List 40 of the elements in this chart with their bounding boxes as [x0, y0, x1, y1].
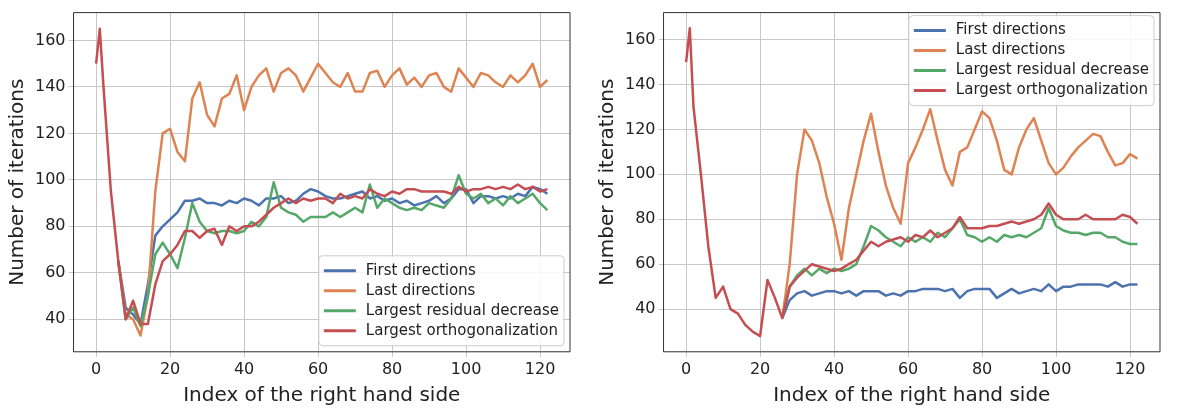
x-axis-title: Index of the right hand side	[773, 382, 1051, 407]
legend-label: Last directions	[955, 40, 1066, 59]
x-tick-label: 20	[159, 358, 181, 378]
legend-label: Last directions	[365, 280, 476, 299]
x-tick-label: 120	[1114, 358, 1146, 378]
y-tick-label: 60	[45, 261, 66, 281]
y-tick-label: 120	[34, 122, 66, 142]
x-tick-label: 80	[381, 358, 403, 378]
y-tick-label: 160	[624, 28, 656, 48]
x-tick-label: 0	[91, 358, 102, 378]
y-tick-label: 100	[34, 169, 66, 189]
x-tick-label: 40	[823, 358, 845, 378]
x-tick-label: 40	[233, 358, 255, 378]
x-tick-label: 120	[524, 358, 556, 378]
legend-label: Largest orthogonalization	[365, 320, 558, 339]
x-tick-label: 0	[681, 358, 692, 378]
y-tick-label: 140	[34, 76, 66, 96]
legend-label: First directions	[955, 20, 1066, 39]
x-tick-label: 20	[749, 358, 771, 378]
y-axis-title: Number of iterations	[4, 78, 29, 286]
legend-label: First directions	[365, 260, 476, 279]
y-tick-label: 80	[45, 215, 66, 235]
x-tick-label: 80	[971, 358, 993, 378]
y-axis-title: Number of iterations	[594, 78, 619, 286]
legend-label: Largest residual decrease	[365, 300, 559, 319]
x-tick-label: 60	[307, 358, 329, 378]
y-tick-label: 120	[624, 118, 656, 138]
y-tick-label: 100	[624, 163, 656, 183]
legend-label: Largest orthogonalization	[955, 80, 1148, 99]
x-axis-title: Index of the right hand side	[183, 382, 461, 407]
y-tick-label: 160	[34, 29, 66, 49]
y-tick-label: 60	[635, 253, 656, 273]
x-tick-label: 100	[450, 358, 482, 378]
y-tick-label: 40	[45, 308, 66, 328]
y-tick-label: 40	[635, 298, 656, 318]
legend-label: Largest residual decrease	[955, 60, 1149, 79]
y-tick-label: 140	[624, 73, 656, 93]
x-tick-label: 60	[897, 358, 919, 378]
y-tick-label: 80	[635, 208, 656, 228]
x-tick-label: 100	[1040, 358, 1072, 378]
